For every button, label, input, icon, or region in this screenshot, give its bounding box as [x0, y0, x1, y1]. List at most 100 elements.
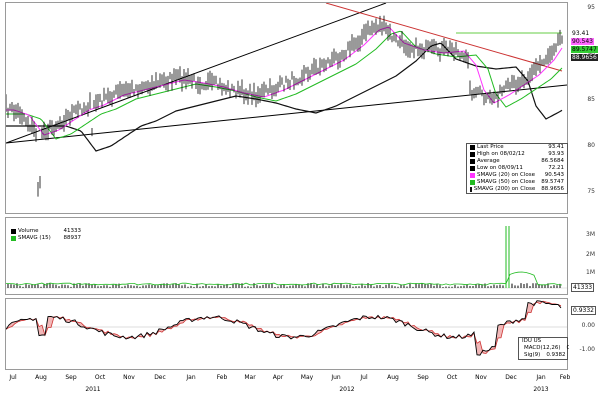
- volume-chart-panel[interactable]: Volume 41333 SMAVG (15) 88937: [5, 217, 568, 295]
- legend-value: 93.93: [548, 151, 564, 157]
- sma50-line: [6, 30, 563, 140]
- legend-swatch: [470, 145, 475, 150]
- price-tick-label: 75: [587, 188, 595, 195]
- volume-tick-label: 1M: [586, 269, 595, 276]
- volume-bars: [7, 226, 561, 288]
- month-label: Mar: [244, 374, 256, 381]
- volume-legend-row: SMAVG (15) 88937: [8, 235, 84, 242]
- month-label: Aug: [387, 374, 399, 381]
- legend-value: 88.9656: [541, 186, 564, 192]
- month-label: Feb: [216, 374, 228, 381]
- macd-tick-label: -1.00: [579, 346, 595, 353]
- price-legend-row: SMAVG (50) on Close 89.5747: [467, 179, 567, 186]
- legend-swatch: [470, 180, 475, 185]
- month-label: Dec: [154, 374, 166, 381]
- price-chart: [6, 3, 567, 197]
- month-label: Dec: [505, 374, 517, 381]
- legend-swatch: [11, 236, 16, 241]
- price-value-tag: 88.9656: [571, 54, 598, 61]
- price-legend-row: High on 08/02/12 93.93: [467, 151, 567, 158]
- legend-value: 86.5684: [541, 158, 564, 164]
- macd-value-tag: 0.9332: [571, 306, 596, 315]
- legend-value: 0.9382: [546, 352, 566, 358]
- month-label: Jun: [331, 374, 341, 381]
- legend-value: 89.5747: [541, 179, 564, 185]
- price-tick-label: 95: [587, 4, 595, 11]
- legend-name: SMAVG (20) on Close: [477, 172, 536, 178]
- legend-name: Last Price: [477, 144, 504, 150]
- legend-swatch: [470, 159, 475, 164]
- price-value-tag: 93.41: [571, 30, 591, 37]
- price-legend-row: SMAVG (200) on Close 88.9656: [467, 186, 567, 193]
- macd-legend-title: IDU US: [522, 338, 542, 344]
- legend-name: Sig(9): [524, 352, 541, 358]
- price-legend-row: Average 86.5684: [467, 158, 567, 165]
- month-label: Jul: [9, 374, 17, 381]
- year-label: 2012: [339, 386, 355, 393]
- price-chart-panel[interactable]: Last Price 93.41 High on 08/02/12 93.93 Aver…: [5, 2, 568, 214]
- price-legend-row: Last Price 93.41: [467, 144, 567, 151]
- legend-name: MACD(12,26): [524, 345, 561, 351]
- price-legend-row: SMAVG (20) on Close 90.543: [467, 172, 567, 179]
- volume-value-tag: 41333: [571, 283, 595, 292]
- year-label: 2011: [85, 386, 101, 393]
- month-label: Apr: [272, 374, 284, 381]
- macd-legend-row: Sig(9) 0.9382: [519, 352, 567, 359]
- volume-axis: 3M 2M 1M 41333: [569, 217, 597, 295]
- month-label: Oct: [446, 374, 458, 381]
- macd-line: [6, 300, 562, 356]
- time-axis: Jul Aug Sep Oct Nov Dec Jan Feb Mar Apr May Jun Jul A…: [5, 372, 571, 398]
- legend-swatch: [470, 187, 472, 192]
- volume-tick-label: 2M: [586, 251, 595, 258]
- sma200-line: [6, 42, 563, 152]
- macd-legend-row: MACD(12,26)0.9332: [519, 345, 586, 352]
- month-label: Jan: [536, 374, 546, 381]
- legend-value: 72.21: [548, 165, 564, 171]
- legend-name: High on 08/02/12: [477, 151, 525, 157]
- macd-chart: [6, 300, 567, 356]
- channel-upper-line: [6, 3, 387, 144]
- legend-swatch: [470, 173, 475, 178]
- price-legend-row: Low on 08/09/11 72.21: [467, 165, 567, 172]
- channel-lower-line: [6, 84, 567, 144]
- legend-name: Average: [477, 158, 500, 164]
- macd-tick-label: 0.00: [581, 322, 595, 329]
- month-label: Sep: [65, 374, 77, 381]
- legend-name: Low on 08/09/11: [477, 165, 523, 171]
- month-label: Nov: [123, 374, 135, 381]
- month-label: Jan: [186, 374, 196, 381]
- legend-value: 41333: [63, 228, 82, 234]
- year-label: 2013: [533, 386, 549, 393]
- volume-tick-label: 3M: [586, 231, 595, 238]
- month-label: Jul: [360, 374, 368, 381]
- month-label: Nov: [475, 374, 487, 381]
- volume-sma-line: [6, 271, 563, 286]
- price-legend: Last Price 93.41 High on 08/02/12 93.93 Aver…: [466, 143, 568, 194]
- legend-value: 93.41: [548, 144, 564, 150]
- price-tick-label: 85: [587, 96, 595, 103]
- price-tick-label: 80: [587, 142, 595, 149]
- price-value-tag: 89.5747: [571, 46, 598, 53]
- legend-swatch: [470, 166, 475, 171]
- legend-name: SMAVG (50) on Close: [477, 179, 536, 185]
- sma20-line: [6, 26, 563, 136]
- month-label: May: [300, 374, 314, 381]
- month-label: Oct: [94, 374, 106, 381]
- volume-legend-row: Volume 41333: [8, 228, 84, 235]
- month-label: Feb: [559, 374, 571, 381]
- month-label: Sep: [417, 374, 429, 381]
- price-bars: [6, 15, 563, 197]
- signal-line: [6, 300, 562, 354]
- volume-chart: [6, 226, 567, 289]
- legend-name: SMAVG (15): [18, 235, 51, 241]
- legend-name: Volume: [18, 228, 39, 234]
- volume-legend: Volume 41333 SMAVG (15) 88937: [8, 228, 84, 242]
- legend-value: 88937: [63, 235, 82, 241]
- legend-swatch: [470, 152, 475, 157]
- month-label: Aug: [35, 374, 47, 381]
- resistance-trend-line: [325, 3, 563, 72]
- legend-swatch: [11, 229, 16, 234]
